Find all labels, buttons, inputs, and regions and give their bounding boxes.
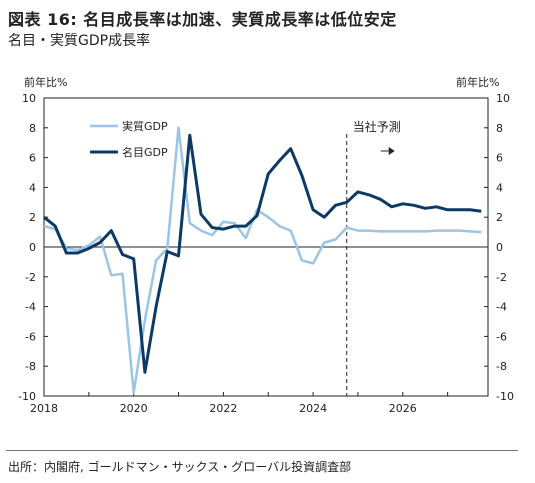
line-chart: 10 108 86 64 42 20 0-2 -2-4 -4-6 -6-8 -8-10 -102018… [18,92,514,415]
y-tick-label-left: 4 [29,181,36,194]
y-tick-label-right: 2 [496,211,503,224]
x-tick-label: 2020 [120,402,148,415]
y-tick-label-right: -4 [496,301,507,314]
left-axis-unit: 前年比% [24,76,68,89]
y-tick-label-right: -8 [496,360,507,373]
forecast-arrowhead [388,147,395,155]
y-tick-label-left: -4 [25,301,36,314]
legend-label-2: 名目GDP [122,145,168,159]
y-tick-label-right: 8 [496,122,503,135]
y-tick-label-right: -6 [496,330,507,343]
y-tick-label-right: 10 [496,92,510,105]
right-axis-unit: 前年比% [456,76,500,89]
y-tick-label-right: 0 [496,241,503,254]
y-tick-label-left: 0 [29,241,36,254]
y-tick-label-left: 2 [29,211,36,224]
footer-rule [6,450,518,451]
y-tick-label-left: 6 [29,152,36,165]
y-tick-label-left: -2 [25,271,36,284]
y-tick-label-left: 8 [29,122,36,135]
y-tick-label-left: -8 [25,360,36,373]
y-tick-label-right: -2 [496,271,507,284]
y-tick-label-right: -10 [496,390,514,403]
chart-subtitle: 名目・実質GDP成長率 [8,33,151,49]
legend-label-1: 実質GDP [122,119,168,133]
forecast-label: 当社予測 [353,119,401,134]
x-tick-label: 2026 [389,402,417,415]
y-tick-label-right: 4 [496,181,503,194]
series-line-1 [43,126,482,395]
source-note: 出所：内閣府, ゴールドマン・サックス・グローバル投資調査部 [8,460,352,474]
x-tick-label: 2022 [209,402,237,415]
x-tick-label: 2018 [30,402,58,415]
y-tick-label-left: -6 [25,330,36,343]
y-tick-label-left: 10 [22,92,36,105]
y-tick-label-right: 6 [496,152,503,165]
series-line-2 [43,133,482,374]
x-tick-label: 2024 [299,402,327,415]
chart-title: 図表 16: 名目成長率は加速、実質成長率は低位安定 [8,10,397,29]
y-tick-label-left: -10 [18,390,36,403]
